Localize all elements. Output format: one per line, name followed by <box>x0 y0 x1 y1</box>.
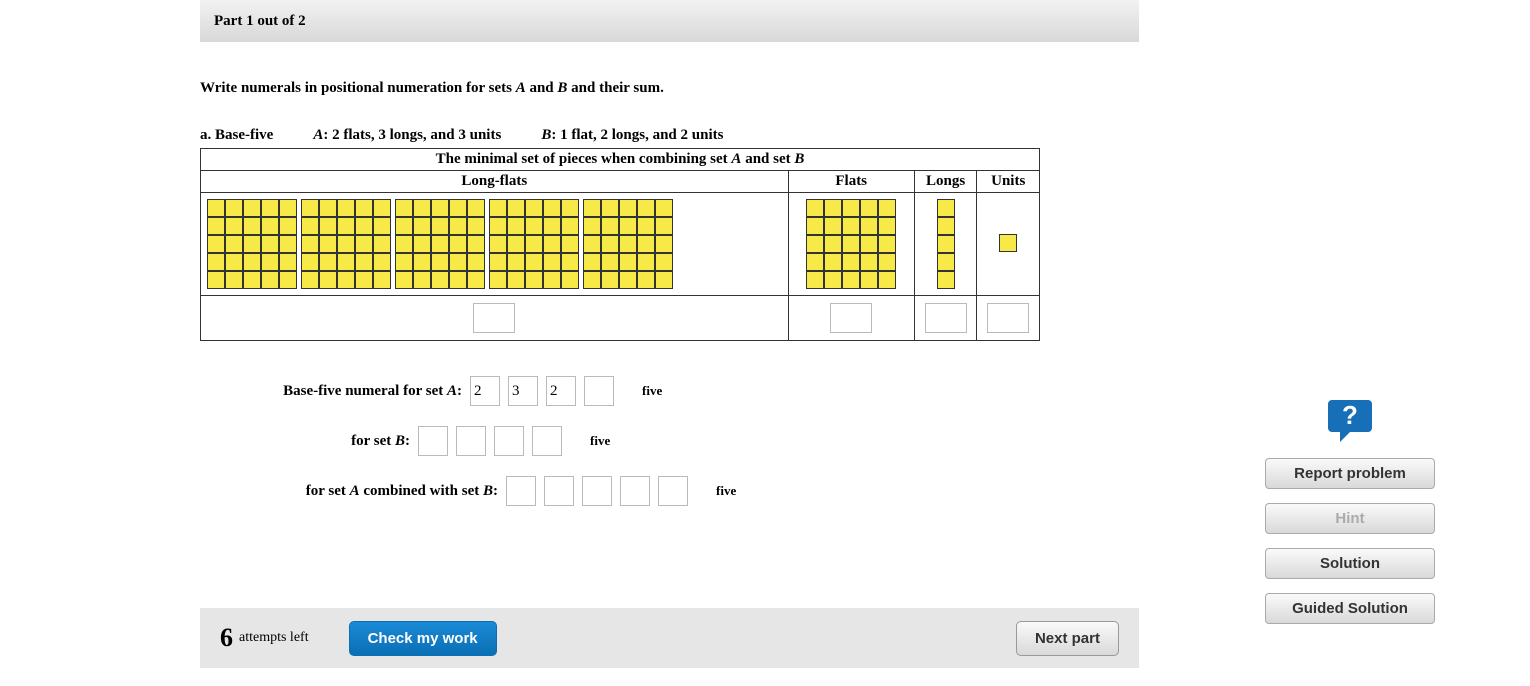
numeral-c-mid: combined with set <box>360 483 483 499</box>
numeral-b-d4[interactable] <box>532 426 562 456</box>
numeral-label-b: for set B: <box>200 433 410 450</box>
units-cell <box>977 193 1040 296</box>
numeral-b-post: : <box>405 433 410 449</box>
long-piece <box>937 199 955 289</box>
numeral-b-pre: for set <box>351 433 395 449</box>
set-a-text: : 2 flats, 3 longs, and 3 units <box>323 127 501 143</box>
input-cell-units <box>977 296 1040 341</box>
set-a-letter: A <box>313 127 323 143</box>
prompt-set-b: B <box>557 80 567 96</box>
next-part-button[interactable]: Next part <box>1016 621 1119 656</box>
help-icon-glyph: ? <box>1342 400 1358 430</box>
pieces-input-units[interactable] <box>987 303 1029 333</box>
pieces-title: The minimal set of pieces when combining… <box>201 149 1040 171</box>
problem-content: Write numerals in positional numeration … <box>200 80 1139 521</box>
numeral-row-b: for set B: five <box>200 421 1139 461</box>
col-flats: Flats <box>788 171 914 193</box>
pieces-input-longflats[interactable] <box>473 303 515 333</box>
numeral-c-d5[interactable] <box>658 476 688 506</box>
numeral-a-set: A <box>447 383 457 399</box>
col-longflats: Long-flats <box>201 171 789 193</box>
pieces-title-a: A <box>731 151 741 167</box>
numeral-c-d3[interactable] <box>582 476 612 506</box>
attempts-label: attempts left <box>239 630 309 646</box>
base-label: a. Base-five <box>200 127 273 144</box>
set-b-desc: B: 1 flat, 2 longs, and 2 units <box>541 127 723 144</box>
pieces-table: The minimal set of pieces when combining… <box>200 148 1040 341</box>
numeral-c-post: : <box>493 483 498 499</box>
numeral-c-d1[interactable] <box>506 476 536 506</box>
numeral-label-a: Base-five numeral for set A: <box>200 383 462 400</box>
numeral-b-d2[interactable] <box>456 426 486 456</box>
longflat-piece <box>583 199 673 289</box>
guided-solution-button[interactable]: Guided Solution <box>1265 593 1435 624</box>
set-a-desc: A: 2 flats, 3 longs, and 3 units <box>313 127 501 144</box>
longflat-piece <box>489 199 579 289</box>
numeral-a-d1[interactable] <box>470 376 500 406</box>
numeral-a-pre: Base-five numeral for set <box>283 383 447 399</box>
col-longs: Longs <box>914 171 977 193</box>
pieces-title-mid: and set <box>741 151 794 167</box>
part-label: Part 1 out of 2 <box>214 13 306 30</box>
numeral-c-setB: B <box>483 483 493 499</box>
longflat-piece <box>395 199 485 289</box>
numeral-block: Base-five numeral for set A: five for se… <box>200 371 1139 511</box>
page: Part 1 out of 2 Write numerals in positi… <box>0 0 1530 686</box>
prompt-set-a: A <box>516 80 526 96</box>
numeral-a-d4[interactable] <box>584 376 614 406</box>
numeral-a-d2[interactable] <box>508 376 538 406</box>
prompt-pre: Write numerals in positional numeration … <box>200 80 516 96</box>
numeral-row-c: for set A combined with set B: five <box>200 471 1139 511</box>
help-sidebar: ? Report problem Hint Solution Guided So… <box>1260 396 1440 624</box>
longs-cell <box>914 193 977 296</box>
subprompt-a: a. Base-five A: 2 flats, 3 longs, and 3 … <box>200 127 1139 144</box>
numeral-a-d3[interactable] <box>546 376 576 406</box>
numeral-b-set: B <box>395 433 405 449</box>
longflats-cell <box>201 193 789 296</box>
numeral-label-c: for set A combined with set B: <box>200 483 498 500</box>
part-header: Part 1 out of 2 <box>200 0 1139 42</box>
numeral-b-d1[interactable] <box>418 426 448 456</box>
pieces-input-flats[interactable] <box>830 303 872 333</box>
unit-piece <box>999 234 1017 252</box>
longflat-piece <box>301 199 391 289</box>
flats-cell <box>788 193 914 296</box>
set-b-text: : 1 flat, 2 longs, and 2 units <box>551 127 723 143</box>
set-b-letter: B <box>541 127 551 143</box>
numeral-c-base: five <box>716 483 736 499</box>
attempts-count: 6 <box>220 623 233 653</box>
col-units: Units <box>977 171 1040 193</box>
numeral-c-setA: A <box>350 483 360 499</box>
pieces-input-longs[interactable] <box>925 303 967 333</box>
numeral-a-post: : <box>457 383 462 399</box>
prompt: Write numerals in positional numeration … <box>200 80 1139 97</box>
input-cell-flats <box>788 296 914 341</box>
numeral-a-base: five <box>642 383 662 399</box>
help-icon[interactable]: ? <box>1326 396 1374 444</box>
numeral-b-d3[interactable] <box>494 426 524 456</box>
input-cell-longs <box>914 296 977 341</box>
check-my-work-button[interactable]: Check my work <box>349 621 497 656</box>
footer-bar: 6 attempts left Check my work Next part <box>200 608 1139 668</box>
prompt-mid: and <box>526 80 558 96</box>
flat-piece <box>806 199 896 289</box>
prompt-post: and their sum. <box>567 80 663 96</box>
pieces-title-pre: The minimal set of pieces when combining… <box>436 151 732 167</box>
longflat-piece <box>207 199 297 289</box>
pieces-title-b: B <box>794 151 804 167</box>
numeral-row-a: Base-five numeral for set A: five <box>200 371 1139 411</box>
input-cell-longflats <box>201 296 789 341</box>
report-problem-button[interactable]: Report problem <box>1265 458 1435 489</box>
solution-button[interactable]: Solution <box>1265 548 1435 579</box>
numeral-b-base: five <box>590 433 610 449</box>
numeral-c-d2[interactable] <box>544 476 574 506</box>
numeral-c-d4[interactable] <box>620 476 650 506</box>
hint-button[interactable]: Hint <box>1265 503 1435 534</box>
numeral-c-pre: for set <box>306 483 350 499</box>
